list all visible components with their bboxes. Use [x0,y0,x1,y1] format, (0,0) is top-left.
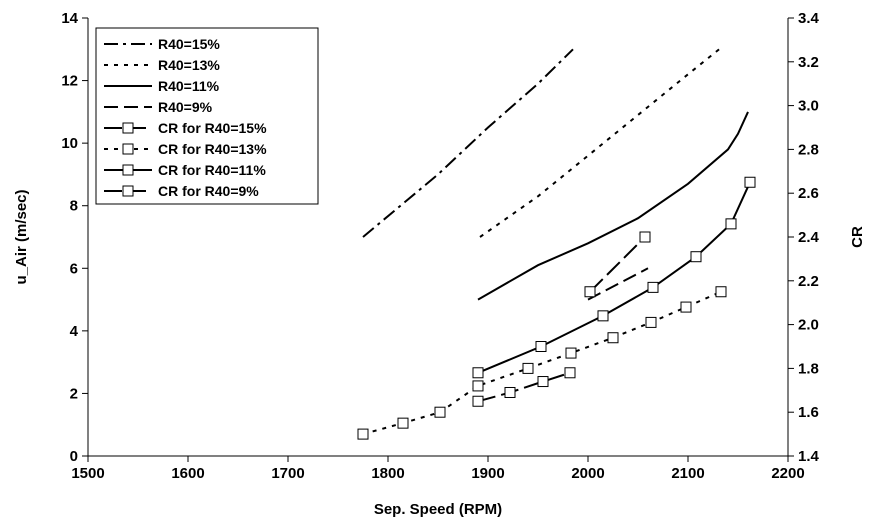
series-line [479,45,724,238]
series-point [472,367,484,379]
y2-tick-label: 3.2 [798,54,819,71]
legend-label: CR for R40=9% [158,183,259,199]
x-axis-title: Sep. Speed (RPM) [374,501,502,518]
legend-marker [122,164,134,176]
series-0 [362,48,574,238]
legend-label: R40=11% [158,78,220,94]
legend-item: R40=9% [104,99,213,115]
series-3 [587,267,649,301]
series-point [522,362,534,374]
y2-tick-label: 3.4 [798,10,820,27]
y2-tick-label: 1.4 [798,448,820,465]
x-tick-label: 1800 [371,465,404,482]
y-tick-label: 2 [70,385,78,402]
y2-tick-label: 3.0 [798,98,819,115]
series-line [477,111,749,301]
x-tick-label: 1500 [71,465,104,482]
x-tick-label: 1900 [471,465,504,482]
series-7 [584,231,651,298]
series-point [647,281,659,293]
legend-label: CR for R40=13% [158,141,267,157]
series-point [725,218,737,230]
y2-tick-label: 2.0 [798,317,819,334]
series-1 [479,45,724,238]
legend: R40=15% R40=13% R40=11% R40=9% CR for R40=15… [95,27,319,205]
y2-tick-label: 2.4 [798,229,820,246]
y-tick-label: 4 [70,323,79,340]
series-point [744,176,756,188]
series-point [607,332,619,344]
y2-tick-label: 2.2 [798,273,819,290]
legend-label: CR for R40=15% [158,120,267,136]
legend-item: CR for R40=13% [104,141,267,157]
legend-marker [122,122,134,134]
series-point [357,428,369,440]
series-point [472,395,484,407]
series-line [362,290,722,436]
series-point [504,386,516,398]
x-tick-label: 1700 [271,465,304,482]
series-point [715,286,727,298]
y-tick-label: 8 [70,198,78,215]
y-axis-title: u_Air (m/sec) [13,189,30,284]
legend-marker [122,143,134,155]
series-point [680,301,692,313]
series-point [397,417,409,429]
series-line [587,267,649,301]
series-point [584,286,596,298]
y2-tick-label: 1.6 [798,404,819,421]
series-point [639,231,651,243]
series-2 [477,111,749,301]
legend-label: R40=9% [158,99,213,115]
series-line [589,236,646,293]
series-point [565,347,577,359]
legend-item: CR for R40=9% [104,183,259,199]
legend-item: R40=11% [104,78,220,94]
x-tick-label: 2100 [671,465,704,482]
y2-axis-title: CR [849,226,866,248]
series-6 [472,176,756,379]
series-line [362,48,574,238]
y-tick-label: 10 [61,135,78,152]
legend-item: CR for R40=11% [104,162,266,178]
legend-label: R40=15% [158,36,220,52]
series-point [597,310,609,322]
legend-label: CR for R40=11% [158,162,266,178]
legend-item: CR for R40=15% [104,120,267,136]
x-tick-label: 1600 [171,465,204,482]
legend-item: R40=15% [104,36,220,52]
series-point [537,376,549,388]
series-point [535,341,547,352]
series-5 [357,286,727,440]
y2-tick-label: 2.6 [798,185,819,202]
series-4 [472,367,576,407]
series-line [477,181,751,374]
axes: 1500 1600 1700 1800 1900 2000 2100 2200 0 2 4 6 8 10 1… [61,10,819,482]
series-point [645,316,657,328]
legend-item: R40=13% [104,57,220,73]
series-point [472,380,484,392]
series-point [564,367,576,379]
series-point [690,251,702,263]
series-layer [357,45,756,440]
y-tick-label: 0 [70,448,78,465]
series-point [434,406,446,418]
y2-tick-label: 2.8 [798,141,819,158]
legend-marker [122,185,134,197]
legend-label: R40=13% [158,57,220,73]
y-tick-label: 14 [61,10,78,27]
y2-tick-label: 1.8 [798,360,819,377]
x-tick-label: 2200 [771,465,804,482]
y-tick-label: 12 [61,73,78,90]
x-tick-label: 2000 [571,465,604,482]
series-line [477,371,571,403]
y-tick-label: 6 [70,260,78,277]
